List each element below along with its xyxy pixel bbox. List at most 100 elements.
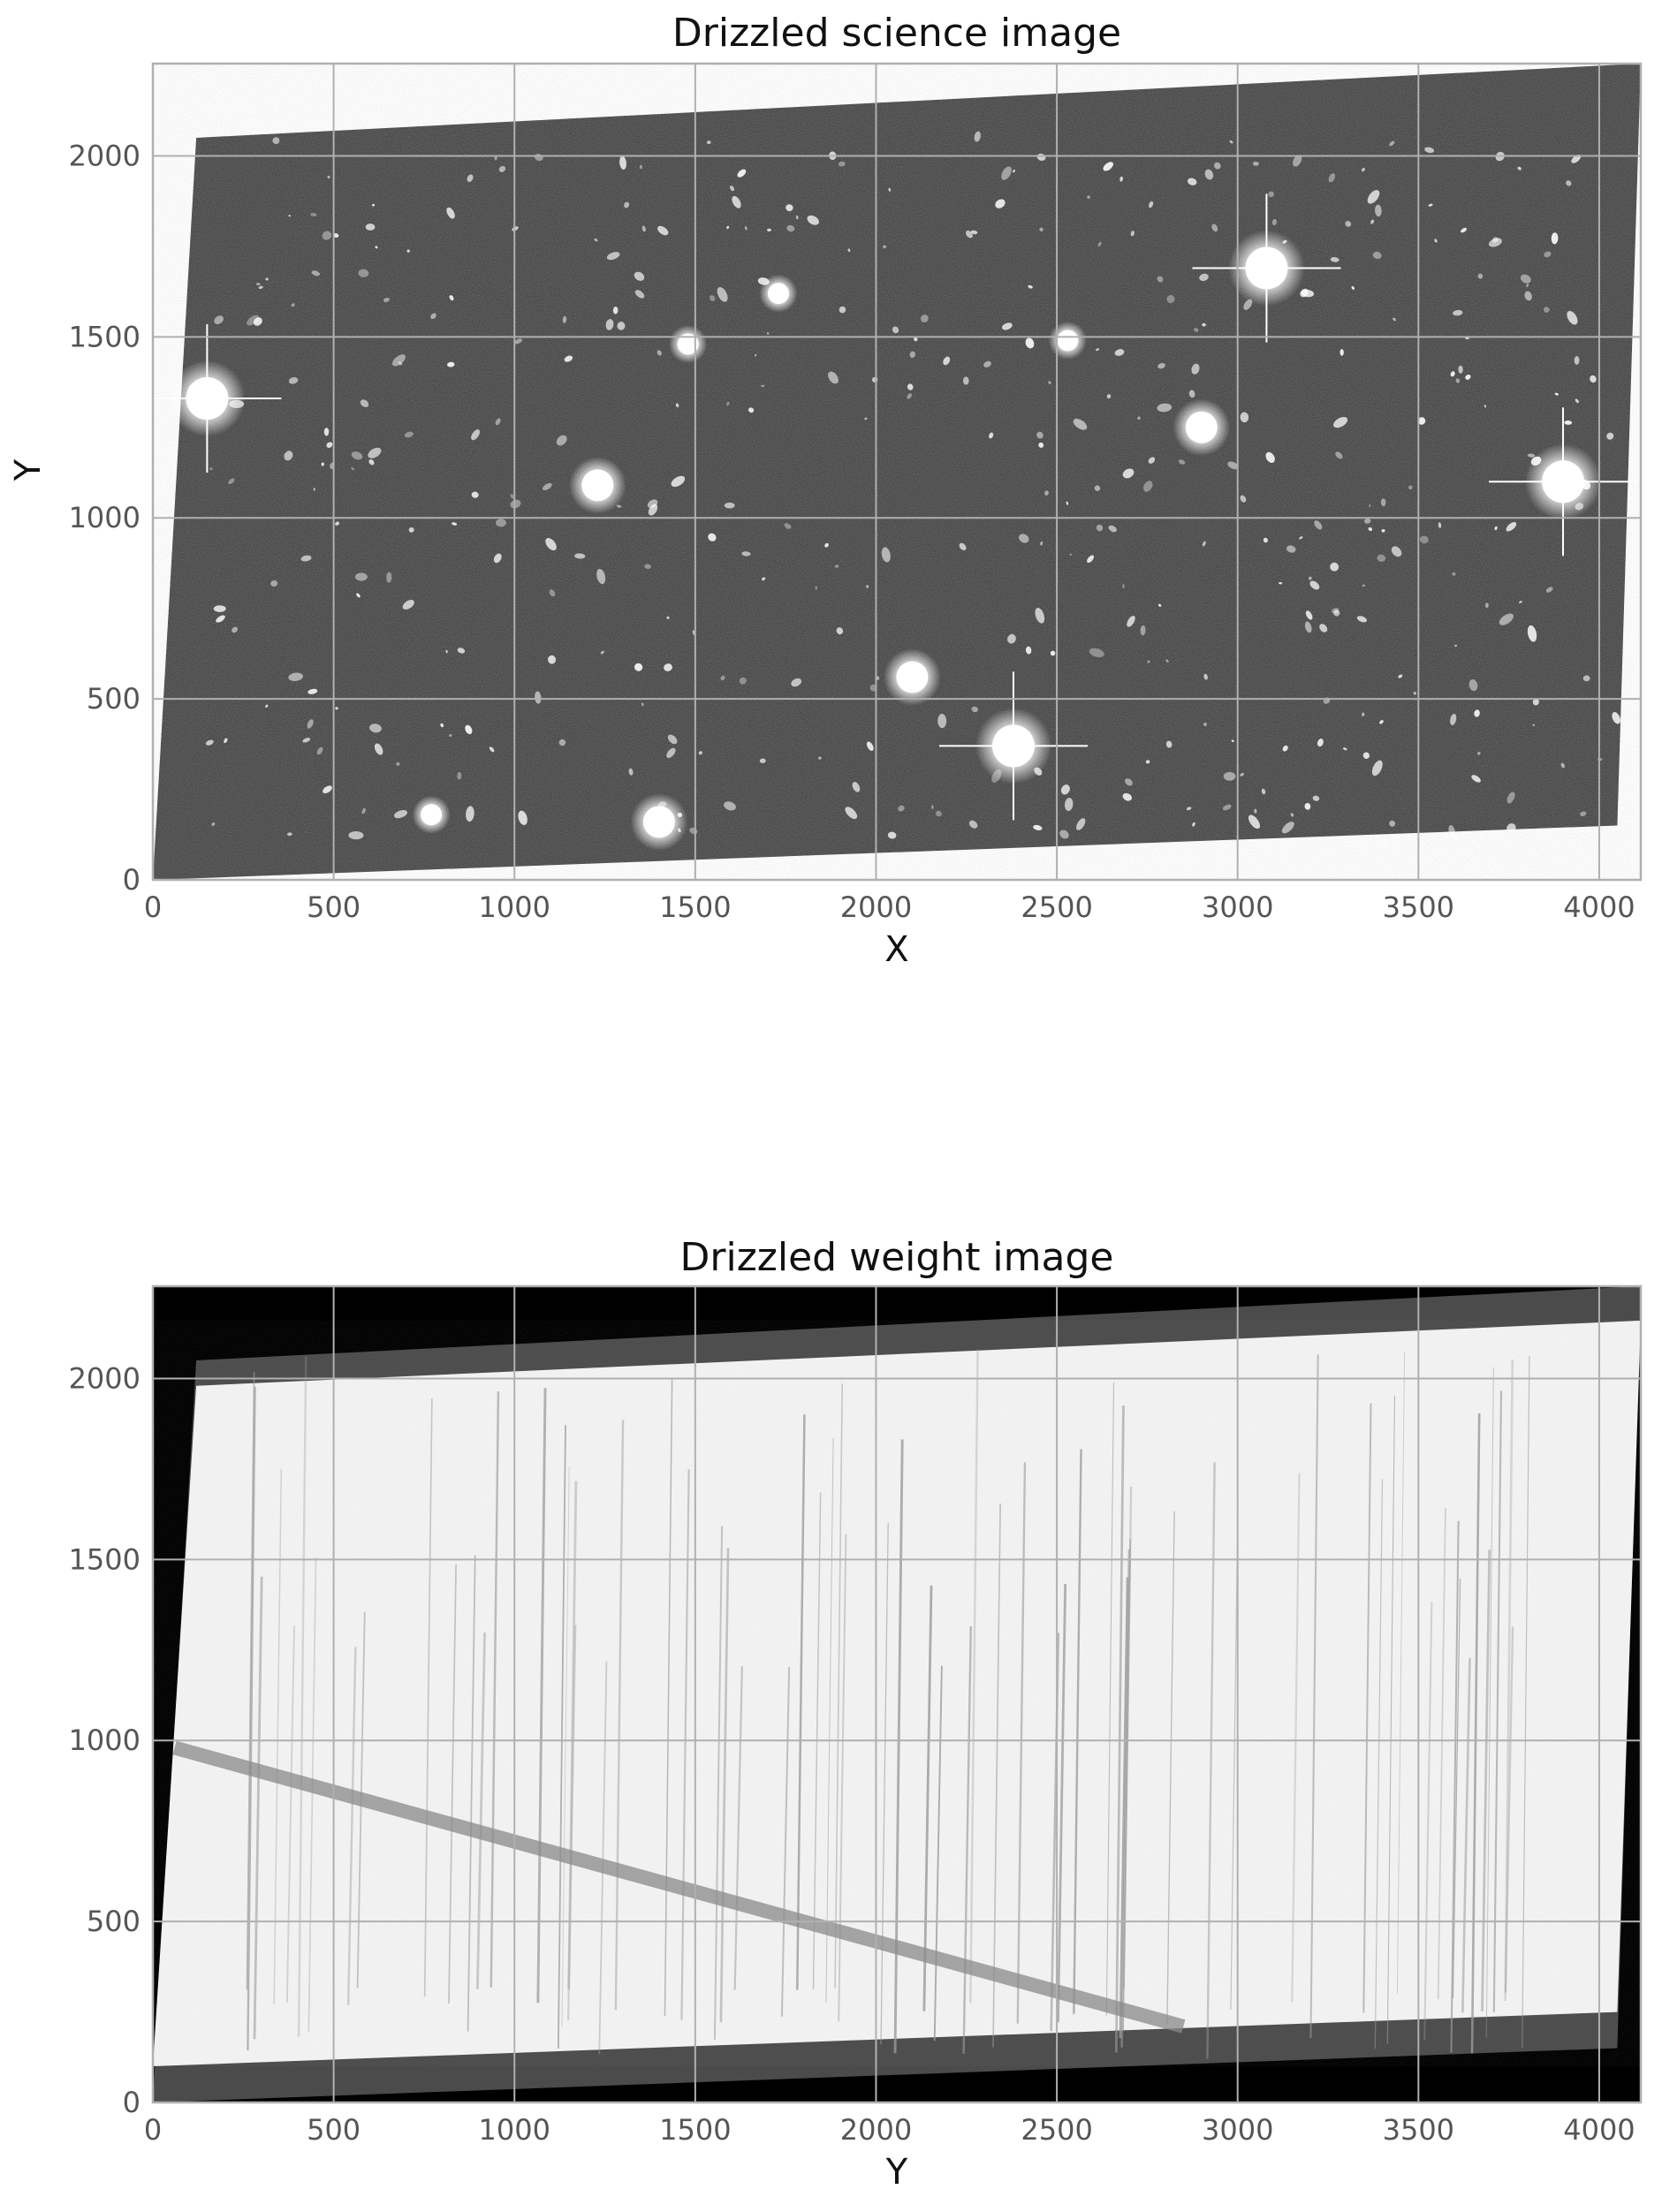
field-source: [791, 678, 802, 687]
field-source: [404, 431, 414, 438]
field-source: [1372, 251, 1382, 260]
field-source: [1137, 416, 1141, 420]
field-source: [493, 553, 502, 564]
field-source: [1106, 394, 1112, 399]
column-streak: [467, 1555, 476, 2032]
field-source: [1149, 201, 1154, 208]
x-tick-label: 1000: [479, 2113, 550, 2147]
field-source: [1363, 518, 1371, 524]
field-source: [1488, 238, 1502, 247]
field-source: [839, 306, 846, 314]
field-source: [1186, 807, 1192, 811]
y-tick-label: 2000: [69, 139, 140, 172]
field-source: [1025, 337, 1035, 349]
field-source: [1554, 392, 1560, 396]
bright-source: [642, 806, 675, 838]
science-grid: [152, 64, 1641, 881]
field-source: [887, 831, 897, 839]
column-streak: [1461, 1657, 1471, 2013]
field-source: [1076, 818, 1086, 830]
field-source: [795, 215, 799, 220]
field-source: [1519, 601, 1522, 603]
field-source: [1351, 285, 1355, 290]
field-source: [1389, 820, 1396, 827]
field-source: [1474, 709, 1480, 717]
field-source: [1389, 140, 1395, 147]
field-source: [1229, 140, 1233, 144]
field-source: [213, 605, 226, 612]
field-source: [909, 351, 916, 359]
field-source: [968, 820, 978, 829]
field-source: [1567, 310, 1578, 325]
field-source: [1527, 625, 1537, 642]
bright-source: [1057, 330, 1079, 352]
field-source: [1468, 679, 1478, 692]
field-source: [549, 589, 556, 597]
column-streak: [536, 1388, 547, 2004]
field-source: [265, 277, 269, 281]
field-source: [354, 572, 368, 581]
weight-panel: Drizzled weight image 0 500 1000 1500 2000 25…: [69, 1235, 1643, 2193]
field-source: [1059, 830, 1069, 839]
column-streak: [1470, 1413, 1481, 2054]
field-source: [1465, 374, 1471, 380]
field-source: [624, 201, 630, 208]
field-source: [1087, 555, 1095, 563]
field-source: [1213, 162, 1221, 170]
field-source: [391, 354, 406, 367]
field-source: [372, 203, 376, 207]
field-source: [767, 228, 772, 232]
field-source: [368, 458, 375, 466]
column-streak: [423, 1398, 433, 1997]
x-tick-label: 2500: [1021, 890, 1092, 924]
field-source: [883, 245, 887, 249]
field-source: [1087, 195, 1090, 199]
weight-xlabel: Y: [885, 2152, 908, 2193]
science-sources: [153, 131, 1638, 851]
field-source: [1194, 328, 1199, 332]
field-source: [556, 435, 567, 446]
weight-y-ticks: 0 500 1000 1500 2000: [69, 1361, 140, 2119]
y-tick-label: 0: [123, 2086, 140, 2119]
field-source: [1097, 241, 1102, 247]
x-tick-label: 0: [144, 2113, 162, 2147]
field-source: [1064, 798, 1074, 812]
field-source: [358, 269, 369, 277]
field-source: [1095, 348, 1100, 352]
field-source: [907, 383, 914, 390]
field-source: [288, 672, 304, 682]
field-source: [634, 271, 645, 281]
field-source: [1261, 788, 1266, 795]
field-source: [1532, 723, 1536, 726]
field-source: [1166, 294, 1175, 304]
field-source: [1304, 802, 1311, 810]
field-source: [1342, 747, 1347, 751]
field-source: [1369, 504, 1371, 508]
field-source: [1356, 616, 1367, 623]
field-source: [1038, 442, 1044, 448]
field-source: [1268, 191, 1274, 198]
y-tick-label: 1500: [69, 320, 140, 353]
column-streak: [598, 1661, 608, 2055]
field-source: [606, 252, 620, 261]
field-source: [1125, 778, 1133, 786]
field-source: [214, 315, 224, 325]
field-source: [634, 663, 643, 671]
field-source: [1333, 610, 1340, 617]
field-source: [1582, 675, 1590, 682]
field-source: [1263, 537, 1268, 543]
column-streak: [969, 1349, 979, 2004]
field-source: [288, 376, 299, 384]
column-streak: [1504, 1360, 1514, 2002]
field-source: [666, 616, 670, 619]
field-source: [920, 314, 929, 322]
field-source: [869, 684, 877, 692]
field-source: [489, 746, 495, 753]
field-source: [216, 615, 225, 623]
field-source: [818, 756, 822, 760]
field-source: [254, 317, 262, 326]
field-source: [634, 290, 645, 299]
field-source: [1007, 633, 1016, 644]
field-source: [498, 165, 506, 172]
